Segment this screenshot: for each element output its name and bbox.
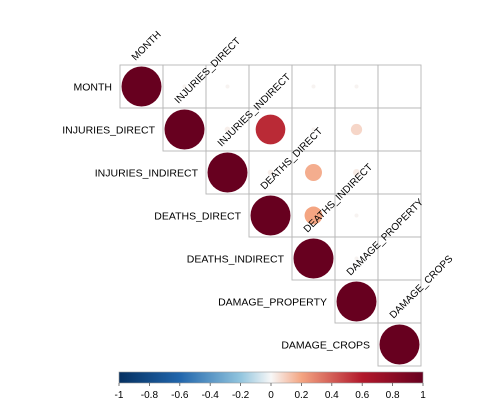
colorbar-tick-label: 0.8 (386, 390, 400, 401)
column-label-month: MONTH (130, 29, 164, 63)
cell-damage_crops-damage_crops (377, 322, 422, 367)
colorbar-tick-label: 0 (268, 390, 274, 401)
colorbar-tick-label: -1 (115, 390, 124, 401)
corr-circle-injuries_direct-deaths_indirect (311, 127, 316, 132)
colorbar-tick-label: 1 (420, 390, 426, 401)
corr-circle-injuries_direct-injuries_indirect (224, 126, 231, 133)
corr-circle-month-injuries_indirect (225, 84, 230, 89)
corr-circle-damage_property-damage_property (336, 281, 377, 322)
row-label-injuries_indirect: INJURIES_INDIRECT (95, 168, 199, 180)
corr-circle-deaths_direct-damage_property (354, 213, 359, 218)
correlation-cells (119, 64, 422, 367)
corr-circle-injuries_indirect-deaths_indirect (305, 164, 322, 181)
colorbar-tick-label: -0.2 (232, 390, 250, 401)
row-labels: MONTH INJURIES_DIRECT INJURIES_INDIRECT DEA… (62, 82, 370, 352)
colorbar-tick-label: 0.2 (294, 390, 308, 401)
row-label-damage_crops: DAMAGE_CROPS (281, 340, 370, 352)
row-label-damage_property: DAMAGE_PROPERTY (218, 297, 327, 309)
corr-circle-injuries_direct-injuries_direct (164, 109, 205, 150)
corr-circle-injuries_indirect-injuries_indirect (207, 152, 248, 193)
column-label-damage_crops: DAMAGE_CROPS (388, 253, 456, 321)
column-label-injuries_direct: INJURIES_DIRECT (173, 36, 243, 106)
corr-circle-injuries_direct-damage_property (350, 123, 363, 136)
corr-circle-deaths_indirect-damage_property (354, 256, 359, 261)
colorbar-tick-label: -0.4 (202, 390, 220, 401)
cell-injuries_indirect-damage_crops (377, 150, 422, 195)
cell-injuries_direct-damage_crops (377, 107, 422, 152)
row-label-injuries_direct: INJURIES_DIRECT (62, 125, 155, 137)
corr-circle-month-injuries_direct (182, 84, 187, 89)
corr-circle-deaths_indirect-deaths_indirect (293, 238, 334, 279)
corr-circle-month-deaths_indirect (311, 84, 316, 89)
corr-circle-month-month (121, 66, 162, 107)
colorbar-gradient (118, 371, 424, 384)
corr-circle-injuries_direct-deaths_direct (255, 114, 286, 145)
row-label-deaths_indirect: DEATHS_INDIRECT (187, 254, 285, 266)
colorbar-tick-label: -0.8 (141, 390, 159, 401)
row-label-deaths_direct: DEATHS_DIRECT (154, 211, 241, 223)
corr-circle-injuries_indirect-damage_property (353, 169, 360, 176)
colorbar-tick-label: 0.6 (355, 390, 369, 401)
corr-circle-damage_crops-damage_crops (379, 324, 420, 365)
colorbar-tick-label: 0.4 (325, 390, 339, 401)
colorbar-ticks: -1 -0.8 -0.6 -0.4 -0.2 0 0.2 0.4 0.6 0.8 1 (115, 383, 426, 401)
row-label-month: MONTH (74, 82, 113, 94)
corr-circle-deaths_direct-deaths_direct (250, 195, 291, 236)
cell-month-damage_crops (377, 64, 422, 109)
corr-circle-injuries_indirect-deaths_direct (267, 169, 274, 176)
corr-circle-month-damage_property (354, 84, 359, 89)
colorbar-tick-label: -0.6 (171, 390, 189, 401)
corr-circle-deaths_direct-deaths_indirect (304, 206, 323, 225)
colorbar (118, 371, 424, 384)
